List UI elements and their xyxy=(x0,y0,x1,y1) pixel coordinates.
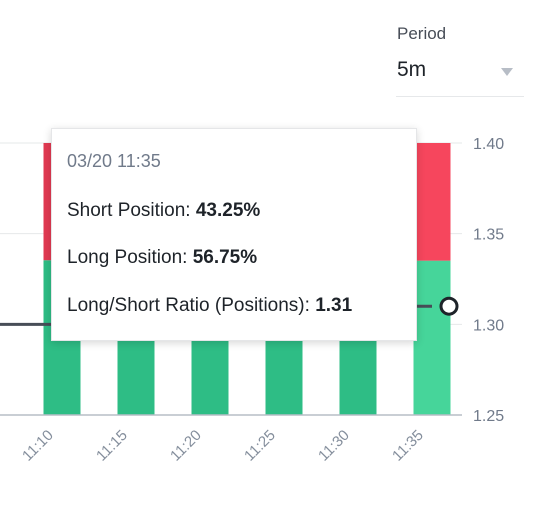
x-tick-label: 11:35 xyxy=(389,427,427,465)
chart-tooltip: 03/20 11:35 Short Position: 43.25% Long … xyxy=(51,128,417,341)
x-tick-label: 11:25 xyxy=(241,427,279,465)
short-position-bar[interactable] xyxy=(413,143,451,261)
x-tick-label: 11:20 xyxy=(167,427,205,465)
x-tick-label: 11:30 xyxy=(315,427,353,465)
tooltip-short-label: Short Position: xyxy=(67,200,196,221)
tooltip-ratio-row: Long/Short Ratio (Positions): 1.31 xyxy=(67,295,352,317)
y-tick-label: 1.25 xyxy=(473,408,504,425)
tooltip-ratio-value: 1.31 xyxy=(315,295,353,316)
chevron-down-icon xyxy=(501,68,513,76)
x-tick-label: 11:15 xyxy=(93,427,131,465)
tooltip-time: 03/20 11:35 xyxy=(67,151,161,171)
y-tick-label: 1.40 xyxy=(473,136,504,153)
long-position-bar[interactable] xyxy=(413,260,451,415)
tooltip-ratio-label: Long/Short Ratio (Positions): xyxy=(67,295,316,316)
x-tick-label: 11:10 xyxy=(19,427,57,465)
period-value: 5m xyxy=(397,58,427,81)
tooltip-long-label: Long Position: xyxy=(67,247,193,268)
y-tick-label: 1.30 xyxy=(473,317,504,334)
tooltip-long-value: 56.75% xyxy=(192,247,258,268)
ratio-point-active xyxy=(439,296,459,316)
period-label: Period xyxy=(397,24,447,43)
y-tick-label: 1.35 xyxy=(473,227,504,244)
period-select[interactable]: 5m xyxy=(396,52,524,97)
tooltip-short-value: 43.25% xyxy=(195,200,261,221)
tooltip-short-row: Short Position: 43.25% xyxy=(67,200,260,222)
tooltip-long-row: Long Position: 56.75% xyxy=(67,247,257,269)
